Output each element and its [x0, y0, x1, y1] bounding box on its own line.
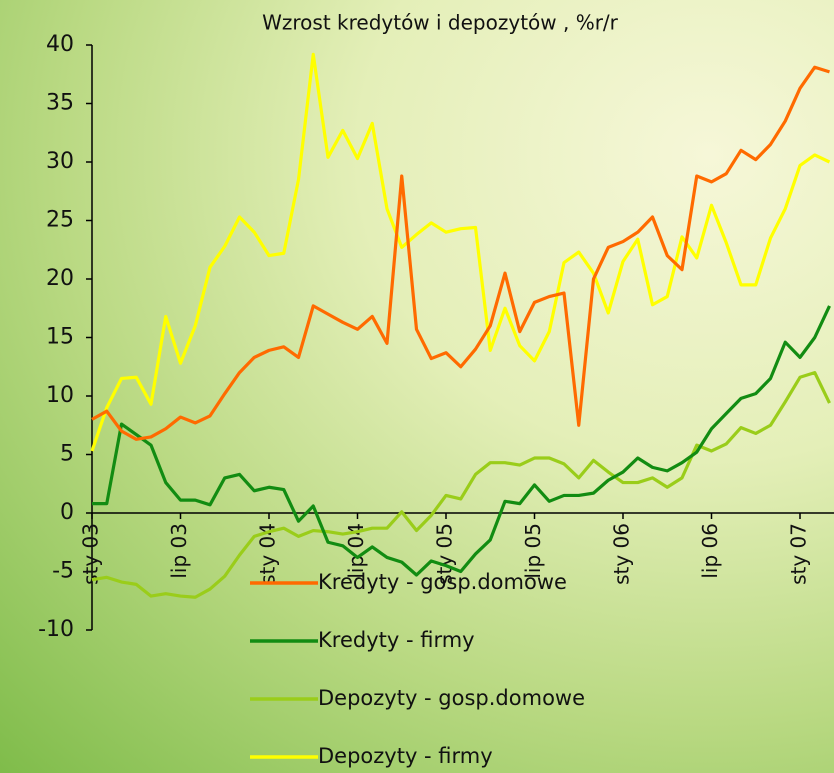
chart-title: Wzrost kredytów i depozytów , %r/r [262, 11, 619, 35]
y-tick-label: 15 [46, 325, 74, 350]
y-tick-label: -10 [38, 617, 74, 642]
x-tick-label: lip 06 [698, 523, 722, 579]
series-line [91, 65, 830, 441]
series-line [91, 371, 831, 599]
x-tick-label: sty 03 [79, 523, 103, 585]
x-tick-label: sty 05 [433, 523, 457, 585]
legend-label: Kredyty - firmy [318, 628, 475, 652]
x-tick-label: lip 03 [167, 523, 191, 579]
x-tick-label: lip 05 [521, 523, 545, 579]
legend-label: Depozyty - firmy [318, 744, 493, 768]
y-tick-label: 25 [46, 208, 74, 233]
x-tick-label: sty 07 [787, 523, 811, 585]
y-tick-label: 0 [60, 500, 74, 525]
legend-label: Depozyty - gosp.domowe [318, 686, 585, 710]
series-line [90, 52, 831, 452]
y-tick-label: -5 [52, 559, 74, 584]
y-tick-label: 20 [46, 266, 74, 291]
y-tick-label: 5 [60, 442, 74, 467]
y-tick-label: 10 [46, 383, 74, 408]
legend-label: Kredyty - gosp.domowe [318, 570, 567, 594]
y-tick-label: 40 [46, 32, 74, 57]
y-tick-label: 30 [46, 149, 74, 174]
x-tick-label: sty 06 [610, 523, 634, 585]
series-line [92, 305, 831, 577]
y-tick-label: 35 [46, 91, 74, 116]
